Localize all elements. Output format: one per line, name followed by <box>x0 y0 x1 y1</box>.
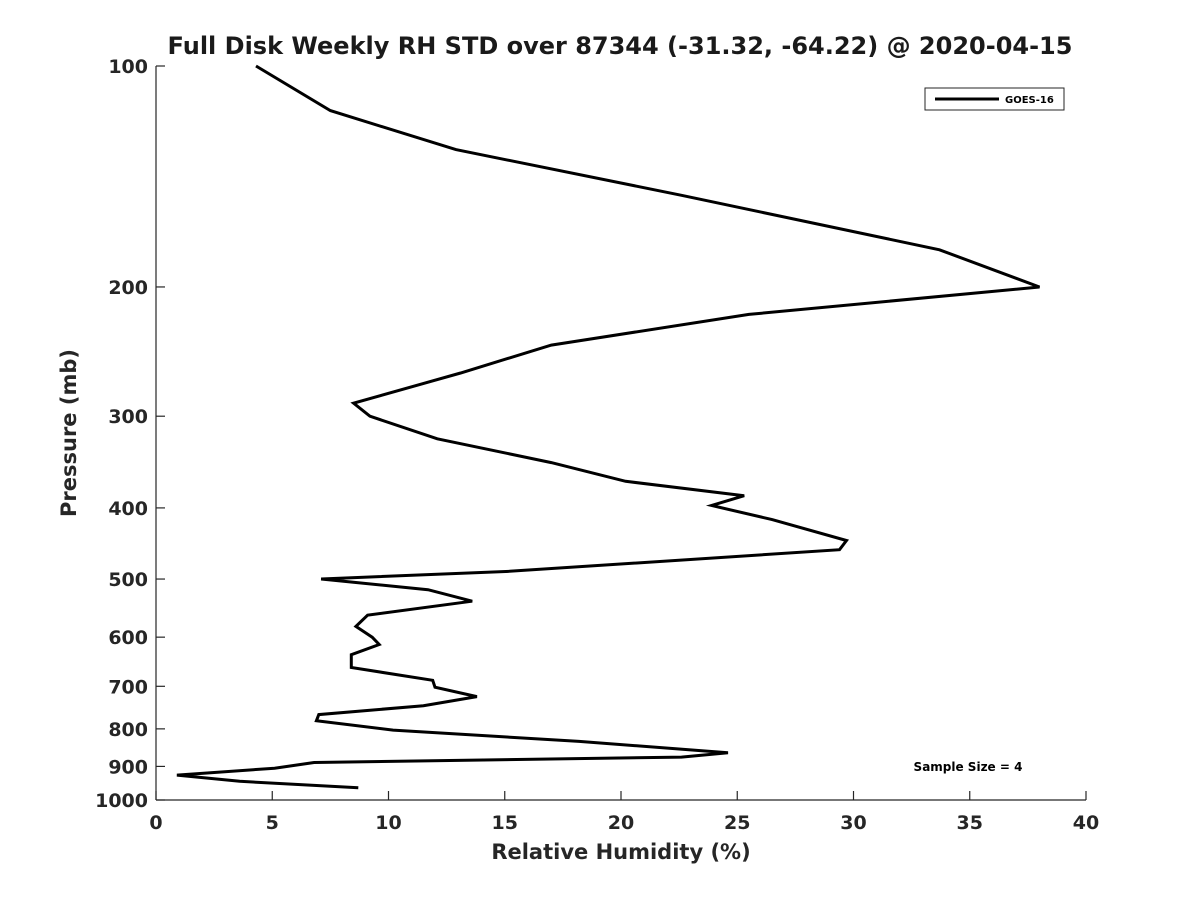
series-line-goes-16 <box>176 64 1041 790</box>
y-tick-label: 100 <box>108 56 148 78</box>
series-layer <box>176 64 1041 790</box>
y-axis-label: Pressure (mb) <box>57 349 81 517</box>
legend-entry-goes-16: GOES-16 <box>1005 95 1054 106</box>
x-axis-label: Relative Humidity (%) <box>491 840 750 864</box>
y-tick-label: 1000 <box>95 790 148 812</box>
plot-area <box>155 66 1086 801</box>
y-tick-label: 500 <box>108 569 148 591</box>
y-tick-label: 700 <box>108 676 148 698</box>
y-tick-label: 200 <box>108 277 148 299</box>
x-tick-label: 15 <box>492 812 518 834</box>
y-tick-label: 300 <box>108 406 148 428</box>
x-tick-label: 10 <box>375 812 401 834</box>
x-tick-label: 0 <box>149 812 162 834</box>
y-tick-label: 600 <box>108 627 148 649</box>
y-tick-label: 800 <box>108 719 148 741</box>
legend: GOES-16 <box>924 87 1065 111</box>
x-tick-label: 30 <box>840 812 866 834</box>
chart-title: Full Disk Weekly RH STD over 87344 (-31.… <box>168 32 1073 60</box>
x-tick-label: 25 <box>724 812 750 834</box>
y-tick-label: 900 <box>108 756 148 778</box>
y-tick-label: 400 <box>108 498 148 520</box>
y-axis-ticks: 100 200 300 400 500 600 700 800 900 1000 <box>95 56 165 812</box>
x-tick-label: 20 <box>608 812 634 834</box>
x-tick-label: 35 <box>957 812 983 834</box>
sample-size-annotation: Sample Size = 4 <box>914 760 1023 774</box>
x-axis-ticks: 0 5 10 15 20 25 30 35 40 <box>149 791 1099 834</box>
x-tick-label: 40 <box>1073 812 1099 834</box>
x-tick-label: 5 <box>266 812 279 834</box>
